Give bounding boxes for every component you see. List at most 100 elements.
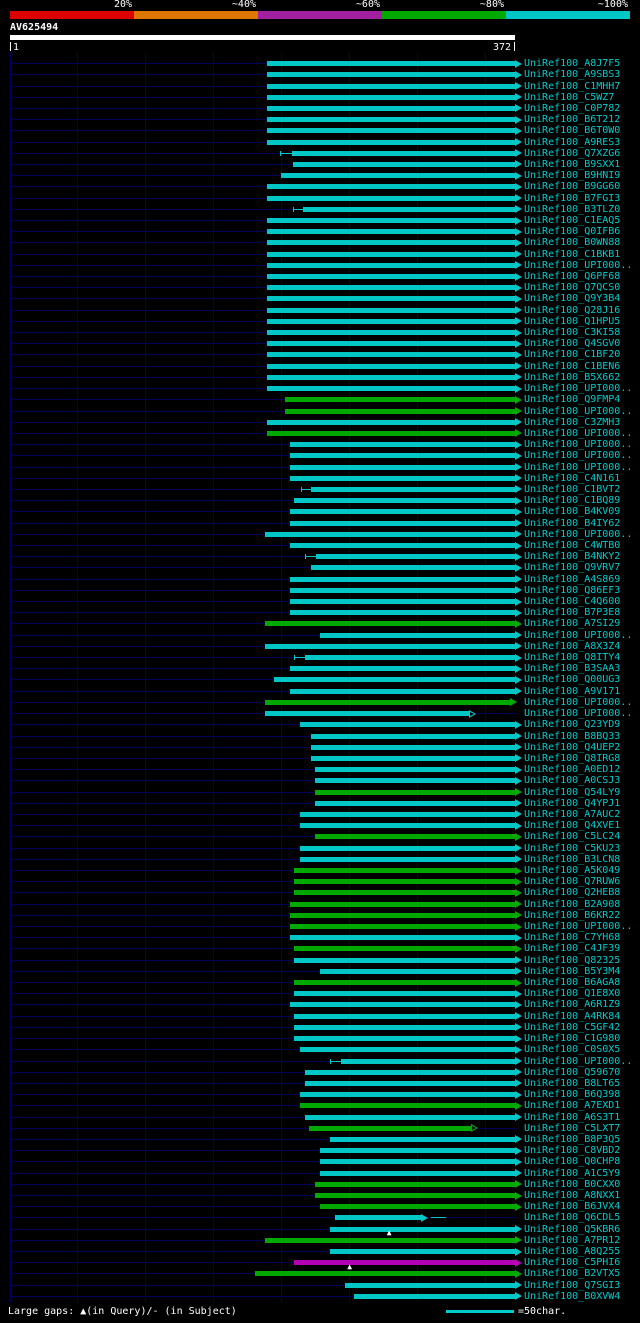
- hit-label[interactable]: UniRef100_C3ZMH3: [524, 416, 621, 428]
- hit-label[interactable]: UniRef100_A7SI29: [524, 618, 621, 630]
- hit-label[interactable]: UniRef100_B3SAA3: [524, 663, 621, 675]
- hit-bar[interactable]: [329, 1226, 515, 1232]
- hit-label[interactable]: UniRef100_A9SBS3: [524, 69, 621, 81]
- hit-label[interactable]: UniRef100_B2VTX5: [524, 1268, 621, 1280]
- hit-bar[interactable]: [299, 1047, 515, 1053]
- hit-label[interactable]: UniRef100_C1BKB1: [524, 248, 621, 260]
- hit-bar[interactable]: [329, 1136, 515, 1142]
- hit-label[interactable]: UniRef100_UPI000..: [524, 921, 633, 933]
- hit-label[interactable]: UniRef100_B8BQ33: [524, 730, 621, 742]
- hit-bar[interactable]: [267, 240, 515, 246]
- hit-bar[interactable]: [299, 856, 515, 862]
- hit-bar[interactable]: [267, 72, 515, 78]
- hit-label[interactable]: UniRef100_UPI000..: [524, 1055, 633, 1067]
- hit-bar[interactable]: [305, 1080, 515, 1086]
- hit-bar[interactable]: [264, 621, 515, 627]
- hit-bar[interactable]: [290, 912, 515, 918]
- hit-bar[interactable]: [294, 946, 515, 952]
- hit-label[interactable]: UniRef100_Q1E8X0: [524, 988, 621, 1000]
- hit-bar[interactable]: [267, 128, 515, 134]
- hit-label[interactable]: UniRef100_C5PHI6: [524, 1257, 621, 1269]
- hit-label[interactable]: UniRef100_Q1HPU5: [524, 315, 621, 327]
- hit-label[interactable]: UniRef100_C5GF42: [524, 1021, 621, 1033]
- hit-bar[interactable]: [290, 924, 515, 930]
- hit-bar[interactable]: [294, 980, 515, 986]
- hit-bar[interactable]: [267, 262, 515, 268]
- hit-bar[interactable]: [290, 475, 515, 481]
- hit-label[interactable]: UniRef100_Q4XVE1: [524, 820, 621, 832]
- hit-bar[interactable]: [299, 1103, 515, 1109]
- hit-bar[interactable]: [314, 834, 515, 840]
- hit-bar[interactable]: [294, 1013, 515, 1019]
- hit-bar[interactable]: [255, 1271, 515, 1277]
- hit-label[interactable]: UniRef100_Q4SGV0: [524, 338, 621, 350]
- hit-bar[interactable]: [294, 868, 515, 873]
- hit-label[interactable]: UniRef100_A4S869: [524, 573, 621, 585]
- hit-label[interactable]: UniRef100_C1G980: [524, 1033, 621, 1045]
- hit-label[interactable]: UniRef100_A4RK84: [524, 1010, 621, 1022]
- hit-label[interactable]: UniRef100_Q9VRV7: [524, 562, 621, 574]
- hit-label[interactable]: UniRef100_Q0IFB6: [524, 226, 621, 238]
- hit-label[interactable]: UniRef100_B6T0W0: [524, 125, 621, 137]
- hit-bar[interactable]: [320, 1170, 515, 1176]
- hit-bar[interactable]: [290, 509, 515, 515]
- hit-bar[interactable]: [267, 318, 515, 324]
- hit-label[interactable]: UniRef100_A7PR12: [524, 1234, 621, 1246]
- hit-bar[interactable]: [284, 397, 515, 403]
- hit-label[interactable]: UniRef100_Q9FMP4: [524, 394, 621, 406]
- hit-label[interactable]: UniRef100_B6Q398: [524, 1089, 621, 1101]
- hit-label[interactable]: UniRef100_B7FGI3: [524, 192, 621, 204]
- hit-bar[interactable]: [267, 184, 515, 190]
- hit-label[interactable]: UniRef100_A0CSJ3: [524, 775, 621, 787]
- hit-bar[interactable]: [320, 632, 515, 638]
- hit-label[interactable]: UniRef100_B2A908: [524, 898, 621, 910]
- hit-bar[interactable]: [320, 1204, 515, 1210]
- hit-bar[interactable]: [302, 206, 515, 212]
- hit-label[interactable]: UniRef100_B6JVX4: [524, 1201, 621, 1213]
- hit-label[interactable]: UniRef100_Q9Y3B4: [524, 293, 621, 305]
- hit-label[interactable]: UniRef100_UPI000..: [524, 427, 633, 439]
- hit-bar[interactable]: [314, 778, 515, 784]
- hit-label[interactable]: UniRef100_A8X3Z4: [524, 640, 621, 652]
- hit-bar[interactable]: [267, 83, 515, 89]
- hit-label[interactable]: UniRef100_B6AGA8: [524, 977, 621, 989]
- hit-bar[interactable]: [294, 1024, 515, 1030]
- hit-bar[interactable]: [290, 453, 515, 459]
- hit-bar[interactable]: [305, 1114, 515, 1120]
- hit-label[interactable]: UniRef100_C1BEN6: [524, 360, 621, 372]
- hit-label[interactable]: UniRef100_UPI000..: [524, 383, 633, 395]
- hit-label[interactable]: UniRef100_C1MHH7: [524, 80, 621, 92]
- hit-bar[interactable]: [267, 419, 515, 425]
- hit-label[interactable]: UniRef100_B6T212: [524, 114, 621, 126]
- hit-label[interactable]: UniRef100_C0S0X5: [524, 1044, 621, 1056]
- hit-label[interactable]: UniRef100_UPI000..: [524, 259, 633, 271]
- hit-bar[interactable]: [310, 744, 515, 750]
- hit-label[interactable]: UniRef100_Q8ITY4: [524, 652, 621, 664]
- hit-label[interactable]: UniRef100_Q6PF68: [524, 271, 621, 283]
- hit-bar[interactable]: [267, 352, 515, 358]
- hit-label[interactable]: UniRef100_B9HNI9: [524, 170, 621, 182]
- hit-label[interactable]: UniRef100_Q8IRG8: [524, 752, 621, 764]
- hit-bar[interactable]: [290, 1002, 515, 1008]
- hit-bar[interactable]: [293, 161, 515, 167]
- hit-bar[interactable]: [267, 117, 515, 123]
- hit-bar[interactable]: [291, 150, 515, 156]
- hit-label[interactable]: UniRef100_UPI000..: [524, 405, 633, 417]
- hit-label[interactable]: UniRef100_Q54LY9: [524, 786, 621, 798]
- hit-bar[interactable]: [314, 767, 515, 773]
- hit-label[interactable]: UniRef100_A6S3T1: [524, 1111, 621, 1123]
- hit-bar[interactable]: [267, 363, 515, 369]
- hit-bar[interactable]: [340, 1058, 515, 1064]
- hit-bar[interactable]: [294, 498, 515, 504]
- hit-bar[interactable]: [309, 1125, 472, 1131]
- hit-bar[interactable]: [267, 430, 515, 436]
- hit-bar[interactable]: [314, 789, 515, 795]
- hit-bar[interactable]: [299, 722, 515, 728]
- hit-bar[interactable]: [314, 1181, 515, 1187]
- hit-label[interactable]: UniRef100_C1BVT2: [524, 483, 621, 495]
- hit-label[interactable]: UniRef100_Q5KBR6: [524, 1223, 621, 1235]
- hit-bar[interactable]: [267, 374, 515, 380]
- hit-bar[interactable]: [294, 1036, 515, 1042]
- hit-label[interactable]: UniRef100_B8LT65: [524, 1077, 621, 1089]
- hit-label[interactable]: UniRef100_A1C5Y9: [524, 1167, 621, 1179]
